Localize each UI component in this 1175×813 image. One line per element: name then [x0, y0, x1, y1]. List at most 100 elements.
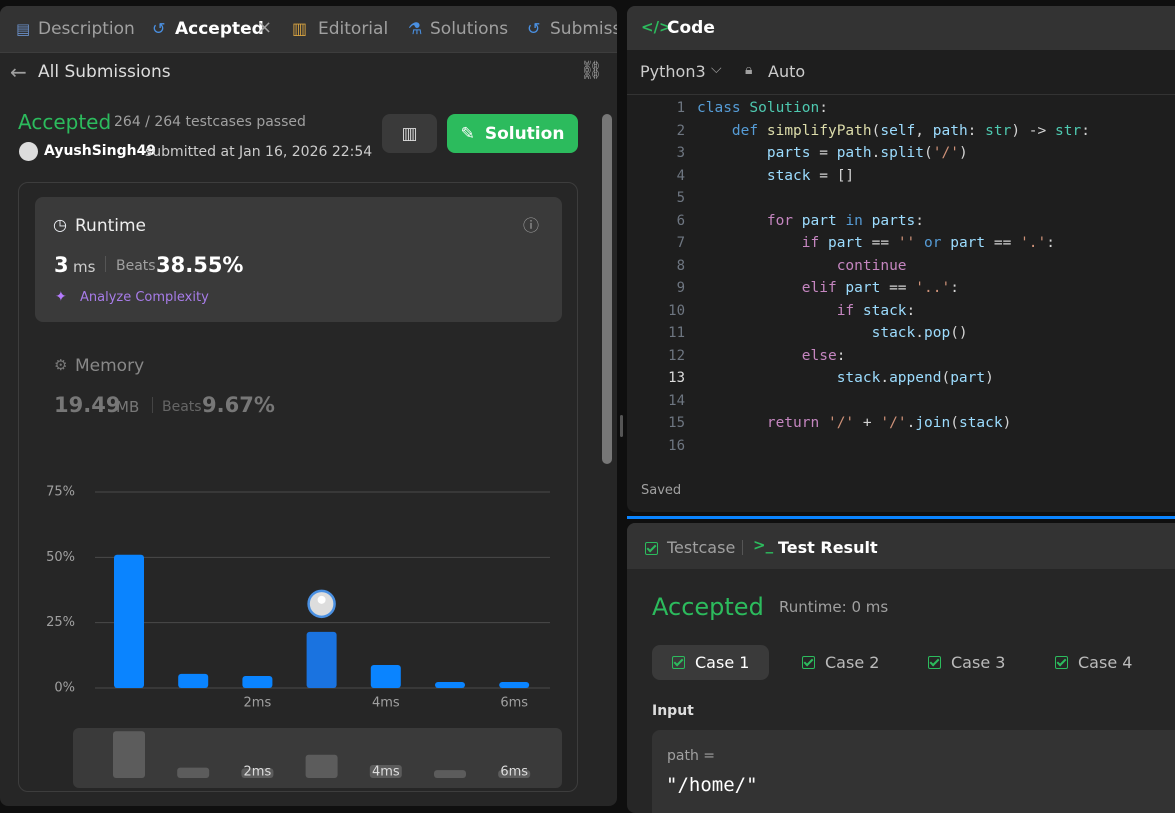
case-label: Case 2 — [825, 653, 880, 672]
user-marker — [307, 589, 336, 619]
code-editor[interactable]: 1 class Solution: 2 def simplifyPath(self,… — [627, 100, 1175, 470]
console-tab[interactable]: Testcase — [667, 538, 736, 557]
tab[interactable]: Submissions — [550, 19, 617, 39]
line-number: 11 — [668, 325, 685, 341]
submitted-at: submitted at Jan 16, 2026 22:54 — [145, 144, 373, 160]
overview-tick-label: 2ms — [244, 765, 272, 780]
line-number: 8 — [676, 257, 685, 274]
memory-label: Memory — [75, 356, 145, 376]
tab-icon: ▤ — [16, 20, 31, 38]
resize-handle[interactable] — [620, 415, 623, 437]
bar — [178, 673, 209, 688]
tab-icon: ⚗ — [408, 19, 423, 38]
line-number: 5 — [676, 190, 685, 206]
terminal-icon: >_ — [753, 536, 774, 554]
bar — [499, 681, 530, 688]
case-tab[interactable]: Case 2 — [782, 645, 899, 680]
testcase-icon — [645, 542, 658, 555]
editorial-button[interactable]: ▥ — [382, 114, 437, 153]
testcases: 264 / 264 testcases passed — [114, 114, 306, 130]
code-line: class Solution: — [697, 100, 828, 116]
param-value: "/home/" — [666, 774, 758, 796]
back-arrow[interactable]: ← — [10, 60, 27, 84]
line-number: 16 — [668, 437, 685, 454]
edit-icon: ✎ — [460, 123, 475, 144]
solution-button[interactable]: ✎ Solution — [447, 114, 578, 153]
code-line: continue — [836, 257, 907, 274]
bar — [114, 554, 144, 688]
close-tab[interactable]: × — [257, 17, 273, 38]
line-number: 15 — [668, 415, 685, 431]
bar — [435, 681, 465, 688]
save-status: Saved — [641, 483, 682, 498]
info-icon[interactable]: ⓘ — [523, 216, 540, 235]
case-label: Case 3 — [951, 653, 1006, 672]
analyze-link[interactable]: Analyze Complexity — [80, 290, 209, 305]
check-icon — [1055, 656, 1068, 669]
runtime-chart: 0% 25% 50% 75% 2ms 2ms 4ms 4ms 6ms 6ms — [46, 485, 562, 788]
memory-icon: ⚙ — [54, 356, 68, 374]
mode[interactable]: Auto — [768, 62, 806, 81]
code-line: stack = [] — [766, 167, 855, 184]
case-tab[interactable]: Case 4 — [1035, 645, 1152, 680]
line-number: 6 — [676, 212, 685, 229]
memory-unit: MB — [116, 398, 140, 416]
case-tab[interactable]: Case 3 — [908, 645, 1025, 680]
console-panel: Testcase >_ Test Result Accepted Runtime… — [627, 523, 1175, 813]
status: Accepted — [18, 110, 112, 134]
y-tick-label: 75% — [46, 485, 75, 500]
avatar — [19, 142, 38, 161]
user-marker-head — [317, 595, 326, 604]
overview-bar — [113, 731, 145, 778]
runtime-box: ◷ Runtime ⓘ 3 ms Beats 38.55% ✦ Analyze … — [35, 197, 562, 322]
y-tick-label: 25% — [46, 615, 75, 630]
overview-tick-label: 4ms — [372, 765, 400, 780]
param-name: path = — [667, 748, 716, 764]
console-header: Testcase >_ Test Result — [627, 523, 1175, 569]
code-line: if part == '' or part == '.': — [801, 235, 1055, 251]
drag-divider[interactable] — [627, 516, 1175, 519]
tab-icon: ▥ — [292, 19, 308, 38]
clock-icon: ◷ — [53, 215, 67, 234]
submission-panel: ▤ Description ↺ Accepted × ▥ Editorial ⚗… — [0, 6, 617, 806]
divider — [105, 256, 106, 272]
scroll-thumb[interactable] — [602, 114, 612, 464]
code-icon: </> — [641, 18, 672, 36]
overview-bar — [434, 770, 466, 778]
line-number: 7 — [676, 235, 685, 251]
line-number: 3 — [676, 145, 685, 161]
divider — [152, 397, 153, 413]
check-icon — [928, 656, 941, 669]
share-icon[interactable]: ⛓ — [580, 60, 603, 81]
overview-bar — [241, 768, 274, 778]
tab-active[interactable]: Accepted — [175, 19, 264, 39]
case-label: Case 1 — [695, 653, 750, 672]
divider — [742, 540, 743, 555]
line-number: 12 — [668, 347, 685, 364]
y-tick-label: 50% — [46, 550, 75, 565]
check-icon — [802, 656, 815, 669]
tab[interactable]: Description — [38, 19, 135, 39]
line-number: 2 — [676, 122, 685, 139]
code-line: if stack: — [836, 302, 916, 319]
console-tab-active[interactable]: Test Result — [778, 538, 878, 557]
language-select[interactable]: Python3 — [640, 62, 706, 81]
overview-tick-label: 6ms — [500, 765, 528, 780]
tab[interactable]: Solutions — [430, 19, 509, 39]
code-panel: </> Code Python3 ⌵ 🔒︎ Auto 1 class Soluti… — [627, 6, 1175, 512]
overview-bar — [177, 767, 210, 778]
tab[interactable]: Editorial — [318, 19, 389, 39]
line-number: 1 — [676, 100, 685, 116]
back-link[interactable]: All Submissions — [38, 62, 171, 82]
bar — [306, 631, 337, 688]
beats-label: Beats — [162, 399, 202, 415]
username[interactable]: AyushSingh49 — [44, 143, 157, 159]
case-tab[interactable]: Case 1 — [652, 645, 770, 680]
runtime-label: Runtime — [75, 216, 147, 236]
code-line: return '/' + '/'.join(stack) — [766, 415, 1012, 431]
result-status: Accepted — [652, 593, 764, 621]
separator — [627, 94, 1175, 95]
x-tick-label: 6ms — [500, 696, 528, 711]
bar — [242, 675, 273, 688]
